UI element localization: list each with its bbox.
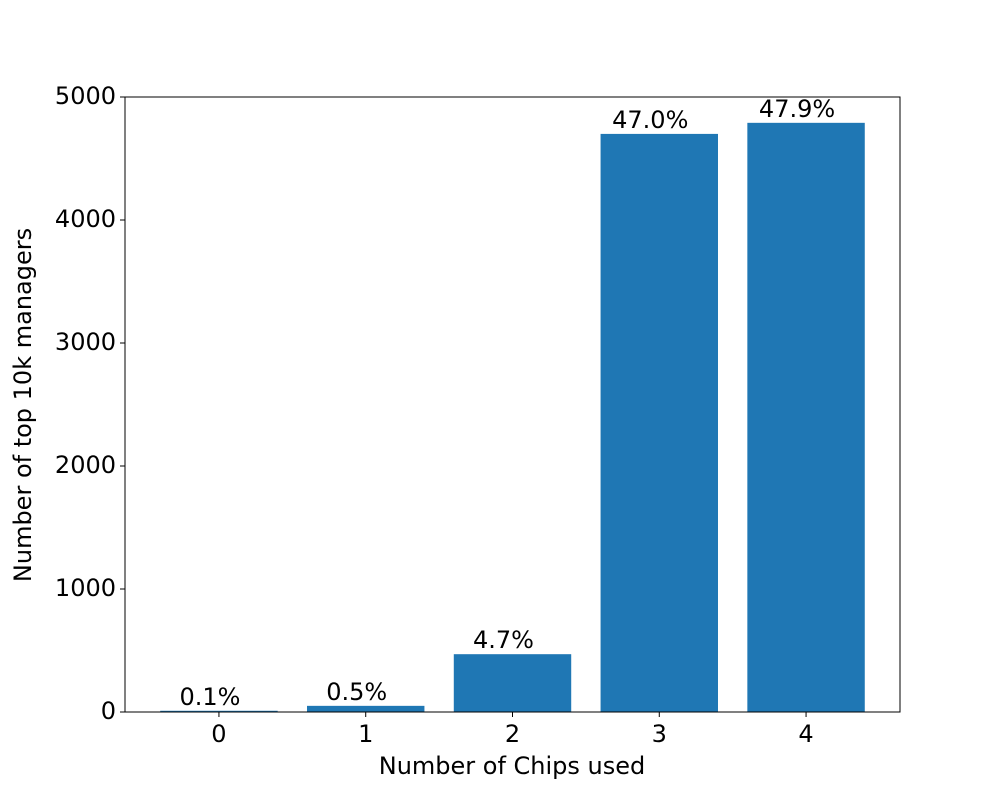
- value-label: 47.0%: [612, 106, 688, 134]
- x-tick-label: 1: [358, 720, 373, 748]
- value-label: 47.9%: [759, 95, 835, 123]
- y-tick-label: 1000: [55, 574, 116, 602]
- value-label: 0.5%: [326, 678, 387, 706]
- x-tick-label: 0: [211, 720, 226, 748]
- x-axis-label: Number of Chips used: [379, 752, 646, 780]
- plot-frame: [124, 96, 901, 713]
- value-label: 0.1%: [179, 683, 240, 711]
- bar: [600, 133, 718, 712]
- y-tick-label: 2000: [55, 451, 116, 479]
- y-axis-label: Number of top 10k managers: [9, 228, 37, 582]
- bar: [307, 705, 425, 712]
- y-tick-label: 3000: [55, 328, 116, 356]
- x-tick-label: 4: [798, 720, 813, 748]
- x-tick-label: 2: [505, 720, 520, 748]
- y-tick-label: 4000: [55, 205, 116, 233]
- y-tick-label: 0: [101, 697, 116, 725]
- bar: [160, 710, 278, 712]
- y-tick-label: 5000: [55, 82, 116, 110]
- x-tick-label: 3: [652, 720, 667, 748]
- bar: [453, 654, 572, 712]
- value-label: 4.7%: [473, 626, 534, 654]
- bar: [747, 122, 865, 712]
